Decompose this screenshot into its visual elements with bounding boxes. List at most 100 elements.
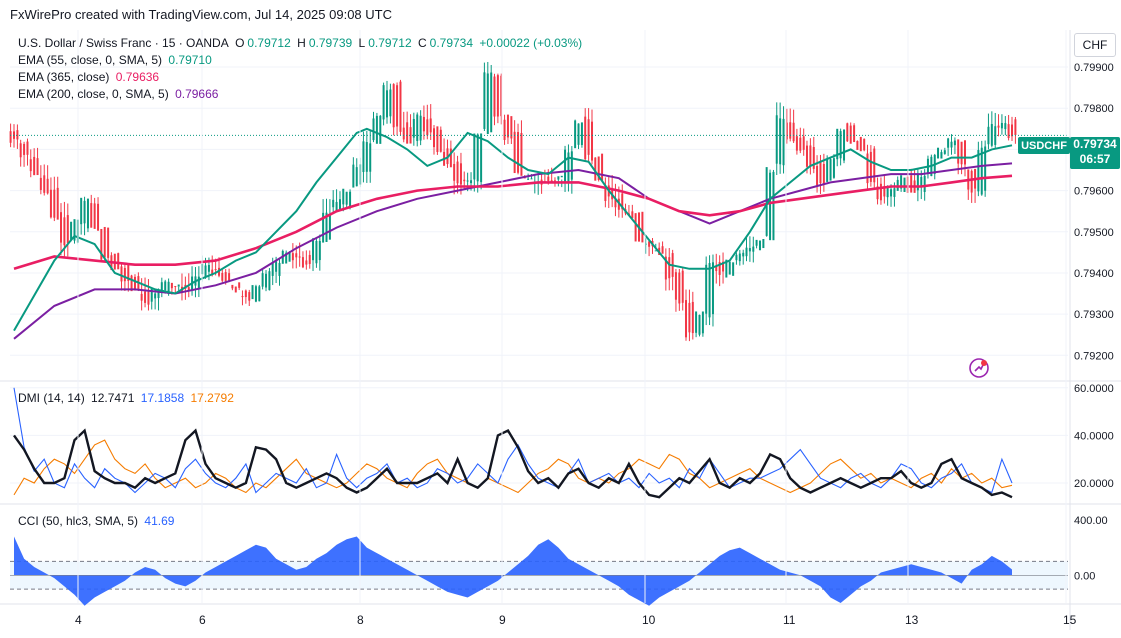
candle-body: [385, 90, 388, 118]
candle-body: [459, 163, 462, 185]
candle-body: [258, 286, 261, 302]
dmi-tick-label: 40.0000: [1074, 430, 1114, 442]
candle-body: [429, 118, 432, 133]
candle-body: [822, 164, 825, 184]
candle-body: [288, 252, 291, 262]
candle-body: [923, 175, 926, 192]
candle-body: [570, 151, 573, 180]
candle-body: [422, 116, 425, 132]
candle-body: [634, 213, 637, 242]
candle-body: [668, 257, 671, 279]
candle-body: [557, 176, 560, 180]
candle-body: [389, 89, 392, 117]
candle-body: [947, 138, 950, 148]
candle-body: [432, 128, 435, 148]
candle-body: [36, 158, 39, 176]
candle-body: [903, 177, 906, 192]
candle-body: [463, 179, 466, 182]
last-price-value: 0.79734: [1073, 137, 1117, 151]
candle-body: [765, 167, 768, 236]
low-label: L: [358, 36, 366, 50]
candle-body: [241, 296, 244, 298]
candle-body: [654, 250, 657, 252]
candle-body: [204, 265, 207, 277]
candle-body: [506, 114, 509, 138]
dmi-legend[interactable]: DMI (14, 14) 12.7471 17.1858 17.2792: [18, 391, 237, 405]
high-label: H: [297, 36, 306, 50]
candle-body: [799, 137, 802, 151]
candle-body: [167, 281, 170, 295]
open-label: O: [235, 36, 245, 50]
candle-body: [33, 156, 36, 176]
candle-body: [322, 212, 325, 243]
candle-body: [584, 116, 587, 160]
candle-body: [738, 253, 741, 262]
candle-body: [775, 115, 778, 164]
candle-body: [836, 128, 839, 160]
bar-countdown: 06:57: [1079, 152, 1111, 166]
candle-body: [601, 153, 604, 181]
candle-body: [318, 240, 321, 261]
candle-body: [224, 272, 227, 282]
tradingview-logo-icon[interactable]: [968, 357, 990, 379]
candle-body: [419, 115, 422, 141]
currency-button[interactable]: CHF: [1074, 33, 1116, 57]
candle-body: [332, 199, 335, 208]
candle-body: [46, 178, 49, 194]
symbol-price-tag: USDCHF: [1018, 137, 1070, 154]
candle-body: [547, 176, 550, 182]
ema55-legend[interactable]: EMA (55, close, 0, SMA, 5) 0.79710: [18, 53, 215, 67]
candle-body: [379, 115, 382, 144]
candle-body: [866, 153, 869, 184]
cci-legend[interactable]: CCI (50, hlc3, SMA, 5) 41.69: [18, 514, 177, 528]
ema365-label: EMA (365, close): [18, 70, 110, 84]
cci-value: 41.69: [144, 514, 175, 528]
dmi-tick-label: 20.0000: [1074, 478, 1114, 490]
candle-body: [957, 139, 960, 164]
candle-body: [792, 122, 795, 142]
candle-body: [963, 140, 966, 165]
candle-body: [960, 141, 963, 165]
candle-body: [308, 254, 311, 264]
ema365-line: [13, 174, 1013, 271]
ema200-legend[interactable]: EMA (200, close, 0, SMA, 5) 0.79666: [18, 87, 221, 101]
candle-body: [372, 118, 375, 141]
candle-body: [685, 300, 688, 338]
candle-body: [990, 124, 993, 146]
ema365-legend[interactable]: EMA (365, close) 0.79636: [18, 70, 162, 84]
candle-body: [426, 119, 429, 136]
candle-body: [369, 143, 372, 172]
candle-body: [90, 203, 93, 228]
candle-body: [755, 239, 758, 246]
candle-body: [349, 191, 352, 207]
candle-body: [674, 272, 677, 300]
candle-body: [265, 273, 268, 288]
candle-body: [553, 180, 556, 182]
candle-body: [698, 314, 701, 335]
candle-body: [950, 141, 953, 148]
candle-body: [715, 266, 718, 272]
candle-body: [984, 146, 987, 191]
candle-body: [564, 149, 567, 184]
candle-body: [772, 171, 775, 241]
candle-body: [399, 81, 402, 132]
candle-body: [409, 127, 412, 144]
candle-body: [453, 163, 456, 181]
ema365-value: 0.79636: [115, 70, 160, 84]
candle-body: [412, 118, 415, 138]
dmi-plus-value: 17.1858: [140, 391, 185, 405]
candle-body: [527, 178, 530, 180]
candle-body: [900, 175, 903, 189]
candle-body: [832, 158, 835, 178]
time-tick-label: 11: [783, 613, 796, 627]
candle-body: [473, 133, 476, 180]
candle-body: [859, 136, 862, 152]
candle-body: [567, 152, 570, 184]
candle-body: [1007, 124, 1010, 138]
candle-body: [355, 167, 358, 187]
time-tick-label: 10: [642, 613, 656, 627]
candle-body: [362, 141, 365, 173]
candle-body: [940, 152, 943, 159]
candle-body: [261, 273, 264, 287]
